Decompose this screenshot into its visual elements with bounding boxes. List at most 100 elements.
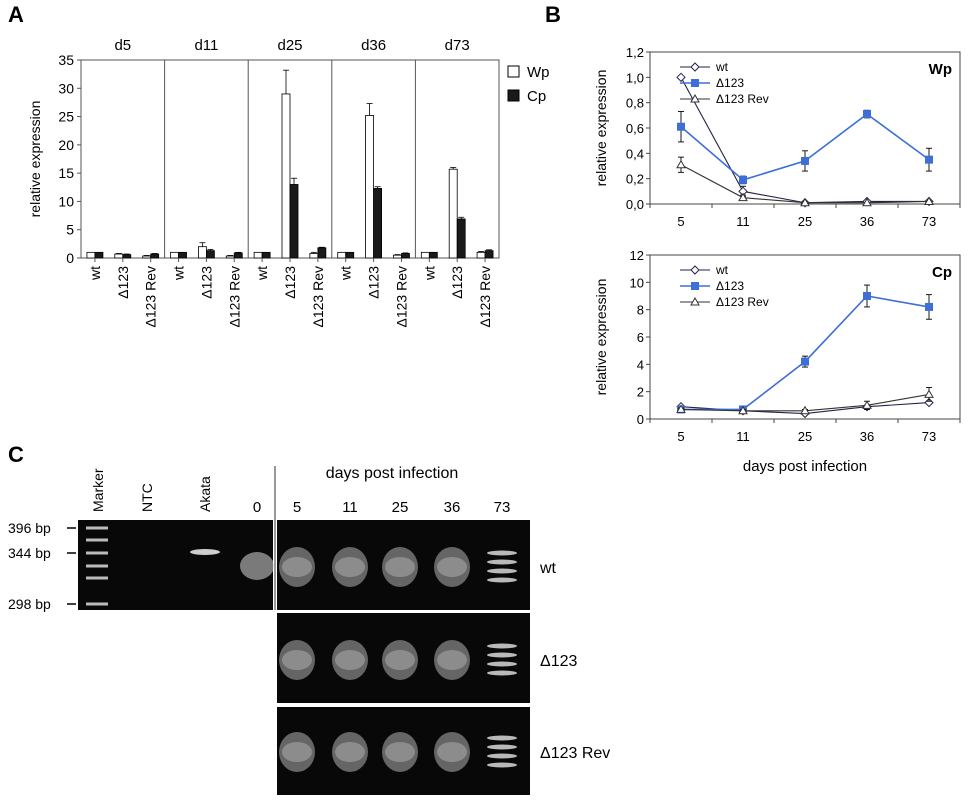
gel-smear-core [437, 650, 467, 670]
legend-swatch [507, 89, 520, 102]
series-line [681, 295, 930, 411]
x-tick-label: 5 [677, 214, 684, 229]
triangle-marker [738, 192, 748, 202]
x-tick-label: Δ123 [282, 266, 298, 299]
y-tick-label: 0,0 [626, 197, 644, 212]
panel-a-bar-chart: 0 5 10 15 20 25 30 35 relative expression d5 wt Δ12… [27, 37, 550, 328]
gel-image-d123 [277, 613, 530, 703]
gel-smear [382, 547, 418, 587]
lane-label: 0 [253, 499, 261, 516]
chart-title: Wp [929, 61, 952, 78]
y-axis-label: relative expression [593, 70, 609, 187]
y-tick-label: 0,2 [626, 172, 644, 187]
gel-row-label: Δ123 Rev [540, 745, 610, 762]
gel-smear-core [335, 650, 365, 670]
lane-label: Akata [197, 476, 213, 512]
lane-label: 5 [293, 499, 301, 516]
gel-smear [434, 547, 470, 587]
x-tick-label: 73 [922, 429, 936, 444]
x-tick-label: 36 [860, 429, 874, 444]
bar [365, 115, 375, 259]
x-tick-label: Δ123 Rev [143, 266, 159, 328]
y-tick-label: 0,4 [626, 146, 644, 161]
y-tick-label: 0 [66, 250, 74, 266]
x-tick-label: Δ123 [366, 266, 382, 299]
bar [456, 218, 466, 259]
bar [261, 251, 271, 259]
triangle-marker [676, 159, 686, 169]
x-tick-label: Δ123 Rev [477, 266, 493, 328]
square-marker [691, 282, 699, 290]
x-tick-label: wt [87, 266, 103, 281]
gel-smear-core [385, 650, 415, 670]
y-tick-label: 4 [637, 357, 644, 372]
ladder-band [86, 538, 108, 542]
diamond-marker [690, 265, 700, 275]
y-tick-label: 8 [637, 303, 644, 318]
group-label: d5 [114, 37, 131, 54]
square-marker [801, 156, 809, 165]
y-tick-label: 1,0 [626, 70, 644, 85]
triangle-marker [924, 196, 934, 205]
y-tick-label: 12 [630, 248, 644, 263]
size-marker-label: 396 bp [8, 520, 51, 536]
gel-smear [279, 732, 315, 772]
legend-label: Δ123 [716, 76, 744, 90]
gel-smear [382, 640, 418, 680]
gel-smear [332, 547, 368, 587]
bar [393, 254, 402, 259]
x-tick-label: Δ123 Rev [226, 266, 242, 328]
x-tick-label: 73 [922, 214, 936, 229]
y-tick-label: 2 [637, 385, 644, 400]
triangle-marker [862, 400, 872, 409]
ladder-band [86, 526, 108, 530]
bar [420, 251, 430, 259]
x-tick-label: 25 [798, 214, 812, 229]
triangle-marker [738, 405, 748, 415]
group-label: d36 [361, 37, 386, 54]
ladder-band [86, 576, 108, 580]
x-tick-label: wt [171, 266, 187, 281]
y-axis-label: relative expression [593, 279, 609, 396]
gel-smear-core [335, 557, 365, 577]
y-tick-label: 0,8 [626, 96, 644, 111]
bar [205, 250, 215, 259]
y-tick-label: 5 [66, 222, 74, 238]
triangle-marker [924, 389, 934, 398]
legend-label: Δ123 Rev [716, 92, 769, 106]
y-axis-label: relative expression [27, 101, 43, 218]
lane-label: NTC [139, 483, 155, 512]
x-tick-label: Δ123 [449, 266, 465, 299]
lane-label: 25 [392, 499, 409, 516]
x-tick-label: 36 [860, 214, 874, 229]
triangle-marker [862, 197, 872, 207]
panel-b-wp-line-chart: 0,0 0,2 0,4 0,6 0,8 1,0 1,2 5 11 25 36 73 relative e… [593, 45, 961, 229]
gel-smear-core [385, 742, 415, 762]
bar [373, 188, 383, 259]
bar [345, 251, 355, 259]
ladder-like-band [487, 559, 517, 565]
gel-smear-core [437, 557, 467, 577]
y-tick-label: 20 [58, 137, 74, 153]
bar [317, 247, 327, 259]
gel-smear-core [437, 742, 467, 762]
y-tick-label: 10 [58, 193, 74, 209]
triangle-marker [690, 93, 700, 103]
gel-smear [332, 640, 368, 680]
ladder-like-band [487, 652, 517, 658]
ladder-like-band [487, 735, 517, 741]
ladder-like-band [487, 568, 517, 574]
gel-smear [279, 640, 315, 680]
bar [337, 251, 347, 259]
akata-band [190, 549, 220, 555]
panel-b-cp-line-chart: 0 2 4 6 8 10 12 5 11 25 36 73 relative expression day… [593, 248, 961, 475]
bar [225, 255, 235, 259]
bar [197, 246, 207, 259]
legend-label: wt [715, 60, 729, 74]
square-marker [863, 292, 871, 300]
triangle-marker [690, 296, 700, 306]
triangle-marker [800, 405, 810, 415]
lane-label: 36 [444, 499, 461, 516]
ladder-like-band [487, 744, 517, 750]
x-tick-label: Δ123 Rev [310, 266, 326, 328]
